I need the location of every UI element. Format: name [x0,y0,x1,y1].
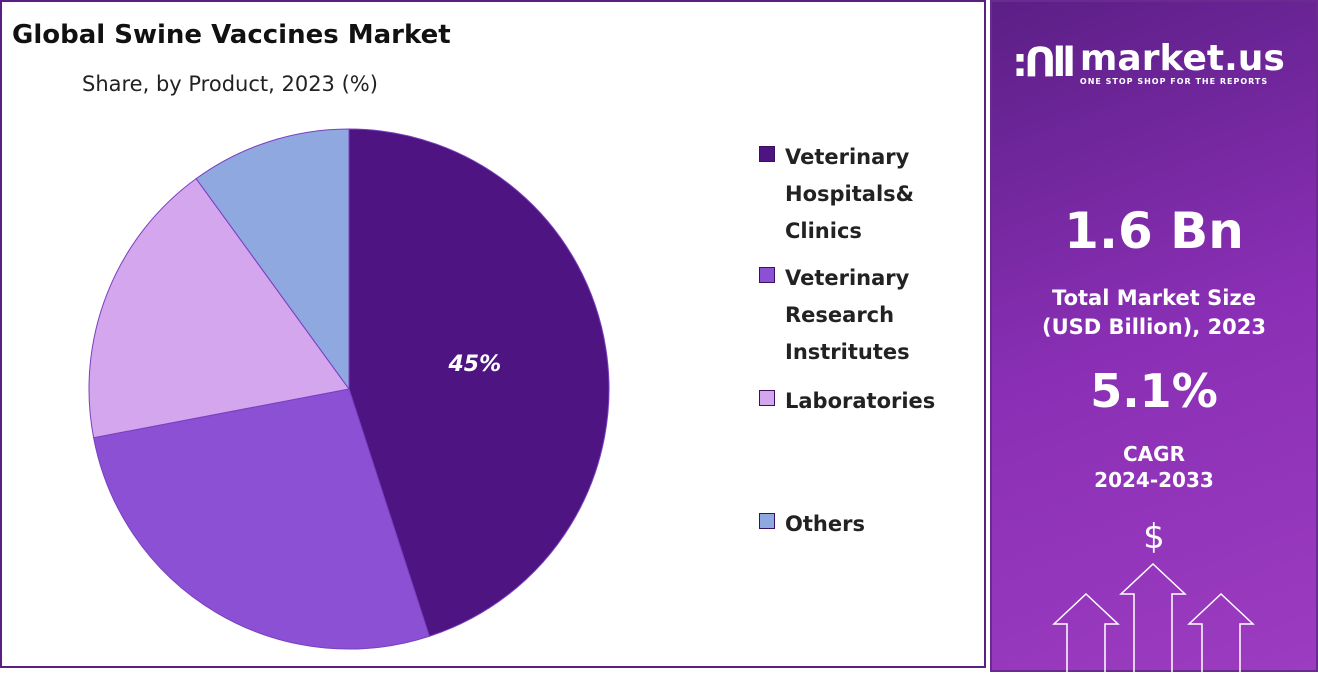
legend-item-others: Others [759,506,959,543]
legend-label: Clinics [785,219,862,243]
cagr-value: 5.1% [1090,364,1218,418]
dollar-icon: $ [1143,517,1165,557]
legend-label: Laboratories [785,389,936,413]
logo: :ᑎll market.us ONE STOP SHOP FOR THE REP… [1012,40,1285,86]
logo-icon: :ᑎll [1012,40,1076,86]
legend-label: Instritutes [785,340,910,364]
pie-slice-2 [88,177,350,439]
pie-chart: 45% [88,128,610,650]
legend-item-laboratories: Laboratories [759,383,959,420]
chart-subtitle: Share, by Product, 2023 (%) [82,72,378,96]
market-size-label: Total Market Size [1052,286,1256,310]
logo-name: market.us [1079,37,1285,79]
pie-slice-0 [348,128,610,637]
legend-swatch [759,146,775,162]
legend-label: Research [785,303,895,327]
pie-slice-3 [195,128,350,391]
summary-panel: :ᑎll market.us ONE STOP SHOP FOR THE REP… [990,0,1318,674]
legend-swatch [759,267,775,283]
legend-swatch [759,513,775,529]
legend-item-research: Veterinary Research Instritutes [759,260,959,371]
cagr-label: CAGR [1123,442,1185,466]
data-label: 45% [447,352,501,377]
legend-label: Others [785,512,865,536]
pie-slice-1 [93,388,430,650]
legend-label: Hospitals& [785,182,914,206]
market-size-label-2: (USD Billion), 2023 [1041,315,1267,339]
chart-panel: Global Swine Vaccines Market Share, by P… [0,0,986,668]
legend-item-hospitals: Veterinary Hospitals& Clinics [759,139,959,250]
legend-label: Veterinary [785,145,910,169]
arrow-up-icon [1052,562,1255,674]
cagr-period: 2024-2033 [1094,468,1214,492]
legend-swatch [759,390,775,406]
logo-tagline: ONE STOP SHOP FOR THE REPORTS [1079,76,1269,86]
legend-label: Veterinary [785,266,910,290]
chart-title: Global Swine Vaccines Market [12,20,451,50]
market-size-value: 1.6 Bn [1064,202,1244,260]
